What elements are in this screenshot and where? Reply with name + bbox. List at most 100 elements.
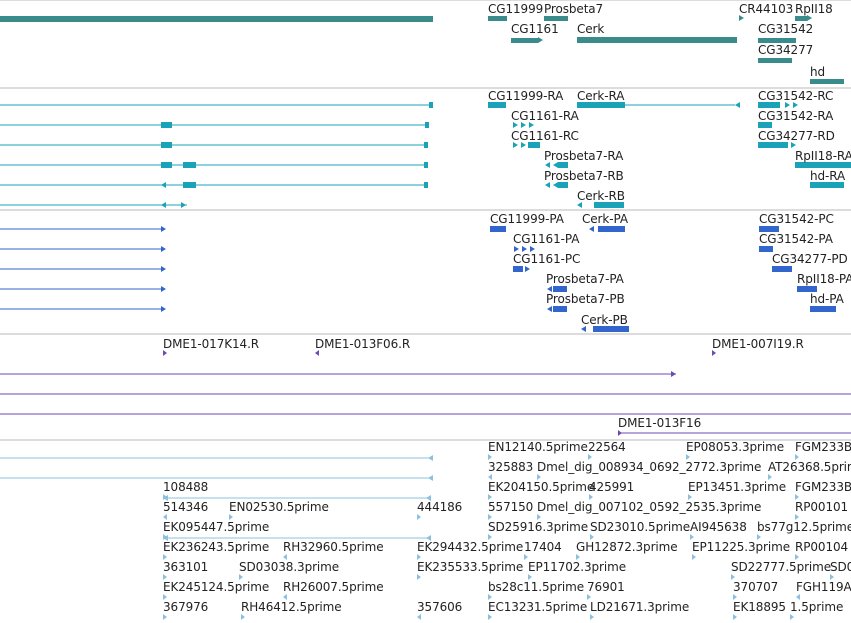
feature-label[interactable]: LD21671.3prime bbox=[590, 600, 690, 614]
transcript-exon[interactable] bbox=[577, 102, 625, 108]
clone-marker[interactable] bbox=[795, 554, 799, 560]
transcript-exon[interactable] bbox=[424, 182, 428, 188]
protein-block[interactable] bbox=[553, 286, 567, 292]
strand-arrow-right[interactable] bbox=[671, 371, 676, 377]
feature-label[interactable]: 108488 bbox=[163, 480, 209, 494]
feature-label[interactable]: 370707 bbox=[733, 580, 779, 594]
transcript-exon[interactable] bbox=[183, 162, 196, 168]
gene-block[interactable] bbox=[758, 58, 792, 63]
feature-label[interactable]: Prosbeta7-PB bbox=[546, 292, 625, 306]
clone-marker[interactable] bbox=[488, 614, 492, 620]
chevron-right-icon[interactable] bbox=[785, 102, 790, 108]
chevron-right-icon[interactable] bbox=[521, 122, 526, 128]
transcript-exon[interactable] bbox=[429, 102, 433, 108]
gene-block[interactable] bbox=[810, 79, 844, 84]
feature-label[interactable]: 557150 bbox=[488, 500, 534, 514]
feature-label[interactable]: SD25916.3prime bbox=[488, 520, 589, 534]
transcript-exon[interactable] bbox=[161, 162, 172, 168]
feature-label[interactable]: CG34277-RD bbox=[758, 129, 835, 143]
feature-label[interactable]: Cerk-RA bbox=[577, 89, 625, 103]
feature-label[interactable]: EK245124.5prime bbox=[163, 580, 270, 594]
protein-block[interactable] bbox=[490, 226, 506, 232]
feature-label[interactable]: DME1-013F06.R bbox=[315, 337, 411, 351]
clone-marker[interactable] bbox=[163, 574, 167, 580]
feature-label[interactable]: EC13231.5prime bbox=[488, 600, 588, 614]
clone-marker[interactable] bbox=[283, 594, 287, 600]
transcript-exon[interactable] bbox=[161, 142, 172, 148]
transcript-exon[interactable] bbox=[424, 162, 428, 168]
clone-marker[interactable] bbox=[488, 454, 492, 460]
feature-label[interactable]: CG1161-RA bbox=[511, 109, 579, 123]
feature-label[interactable]: CG31542 bbox=[758, 22, 814, 36]
chevron-left-icon[interactable] bbox=[161, 202, 166, 208]
strand-arrow-right[interactable] bbox=[161, 266, 166, 272]
gene-block[interactable] bbox=[511, 38, 538, 43]
feature-label[interactable]: SD22777.5prime bbox=[731, 560, 832, 574]
gene-block[interactable] bbox=[488, 16, 507, 21]
chevron-left-icon[interactable] bbox=[545, 182, 550, 188]
feature-label[interactable]: CG1161-RC bbox=[511, 129, 579, 143]
transcript-exon[interactable] bbox=[488, 102, 506, 108]
feature-label[interactable]: RH26007.5prime bbox=[283, 580, 384, 594]
feature-label[interactable]: Cerk-RB bbox=[577, 189, 625, 203]
feature-label[interactable]: 17404 bbox=[524, 540, 562, 554]
chevron-right-icon[interactable] bbox=[513, 122, 518, 128]
protein-block[interactable] bbox=[593, 326, 629, 332]
strand-arrow-right[interactable] bbox=[807, 15, 812, 21]
chevron-right-icon[interactable] bbox=[791, 142, 796, 148]
feature-label[interactable]: EP08053.3prime bbox=[686, 440, 784, 454]
clone-marker[interactable] bbox=[163, 350, 167, 356]
feature-label[interactable]: EK236243.5prime bbox=[163, 540, 270, 554]
feature-label[interactable]: SD03038.3prime bbox=[239, 560, 340, 574]
strand-arrow-left[interactable] bbox=[428, 455, 433, 461]
transcript-exon[interactable] bbox=[424, 142, 428, 148]
transcript-exon[interactable] bbox=[795, 162, 851, 168]
feature-label[interactable]: CG1161 bbox=[511, 22, 559, 36]
clone-marker[interactable] bbox=[241, 614, 245, 620]
feature-label[interactable]: 425991 bbox=[589, 480, 635, 494]
feature-label[interactable]: RpII18-PA bbox=[797, 272, 851, 286]
protein-block[interactable] bbox=[598, 226, 625, 232]
feature-label[interactable]: AT26368.5prime bbox=[768, 460, 851, 474]
clone-marker[interactable] bbox=[830, 574, 834, 580]
chevron-right-icon[interactable] bbox=[529, 122, 534, 128]
feature-label[interactable]: CG31542-PA bbox=[759, 232, 833, 246]
feature-label[interactable]: CG31542-RC bbox=[758, 89, 834, 103]
feature-label[interactable]: FGM233B bbox=[795, 480, 851, 494]
feature-label[interactable]: DME1-017K14.R bbox=[163, 337, 260, 351]
feature-label[interactable]: EK294432.5prime bbox=[417, 540, 524, 554]
feature-label[interactable]: Prosbeta7-RA bbox=[544, 149, 624, 163]
feature-label[interactable]: CG34277 bbox=[758, 43, 814, 57]
transcript-exon[interactable] bbox=[758, 102, 780, 108]
feature-label[interactable]: 514346 bbox=[163, 500, 209, 514]
clone-marker[interactable] bbox=[686, 454, 690, 460]
clone-marker[interactable] bbox=[587, 594, 591, 600]
clone-marker[interactable] bbox=[768, 474, 772, 480]
clone-marker[interactable] bbox=[796, 594, 800, 600]
feature-label[interactable]: hd-RA bbox=[810, 169, 846, 183]
feature-label[interactable]: AI945638 bbox=[690, 520, 747, 534]
chevron-left-icon[interactable] bbox=[581, 326, 586, 332]
transcript-exon[interactable] bbox=[425, 122, 429, 128]
feature-label[interactable]: 367976 bbox=[163, 600, 209, 614]
feature-label[interactable]: DME1-007I19.R bbox=[712, 337, 804, 351]
feature-label[interactable]: RH32960.5prime bbox=[283, 540, 384, 554]
gene-bar[interactable] bbox=[0, 16, 433, 22]
chevron-right-icon[interactable] bbox=[525, 266, 530, 272]
chevron-left-icon[interactable] bbox=[547, 286, 552, 292]
feature-label[interactable]: EK18895 bbox=[733, 600, 786, 614]
strand-arrow-left[interactable] bbox=[428, 475, 433, 481]
chevron-right-icon[interactable] bbox=[521, 142, 526, 148]
protein-block[interactable] bbox=[759, 226, 779, 232]
feature-label[interactable]: 325883 bbox=[488, 460, 534, 474]
chevron-right-icon[interactable] bbox=[514, 246, 519, 252]
clone-marker[interactable] bbox=[795, 494, 799, 500]
clone-marker[interactable] bbox=[163, 554, 167, 560]
clone-marker[interactable] bbox=[733, 594, 737, 600]
feature-label[interactable]: Cerk-PB bbox=[581, 313, 628, 327]
strand-arrow-left[interactable] bbox=[426, 495, 431, 501]
protein-block[interactable] bbox=[772, 266, 792, 272]
feature-label[interactable]: EP11225.3prime bbox=[692, 540, 790, 554]
